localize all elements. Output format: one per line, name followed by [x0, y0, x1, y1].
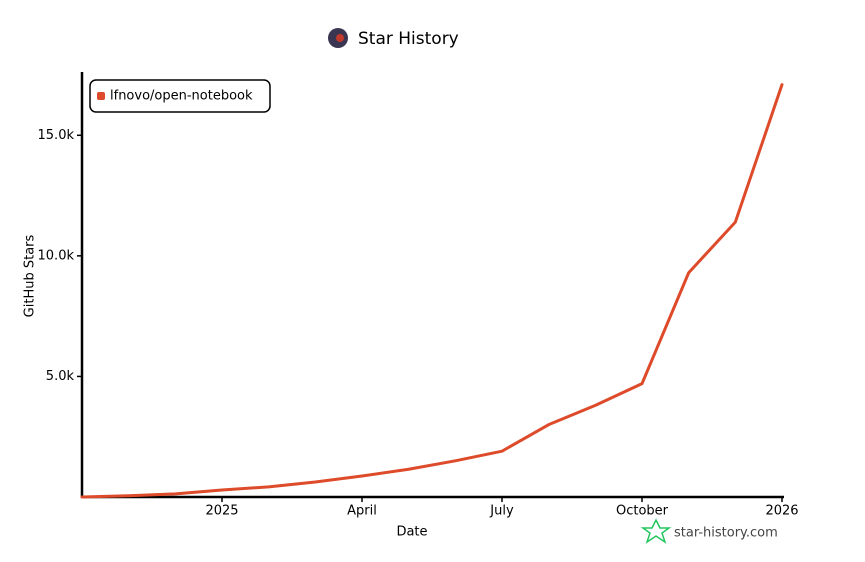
- x-tick-label: 2025: [205, 504, 238, 519]
- x-tick-label: July: [489, 504, 514, 519]
- y-tick-label: 5.0k: [46, 369, 75, 384]
- chart-title: Star History: [358, 29, 459, 49]
- watermark: star-history.com: [674, 526, 778, 541]
- x-tick-label: 2026: [765, 504, 798, 519]
- x-axis-label: Date: [396, 525, 427, 540]
- logo-dot: [336, 34, 344, 42]
- watermark-icon: [640, 518, 672, 544]
- legend-label: lfnovo/open-notebook: [110, 89, 253, 104]
- y-tick-label: 15.0k: [38, 128, 75, 143]
- y-axis-label: GitHub Stars: [23, 234, 38, 317]
- x-tick-label: October: [616, 504, 669, 519]
- x-tick-label: April: [347, 504, 377, 519]
- legend-box: [89, 79, 271, 113]
- legend-swatch: [97, 92, 105, 100]
- line: [80, 83, 784, 499]
- y-tick-label: 10.0k: [38, 248, 75, 263]
